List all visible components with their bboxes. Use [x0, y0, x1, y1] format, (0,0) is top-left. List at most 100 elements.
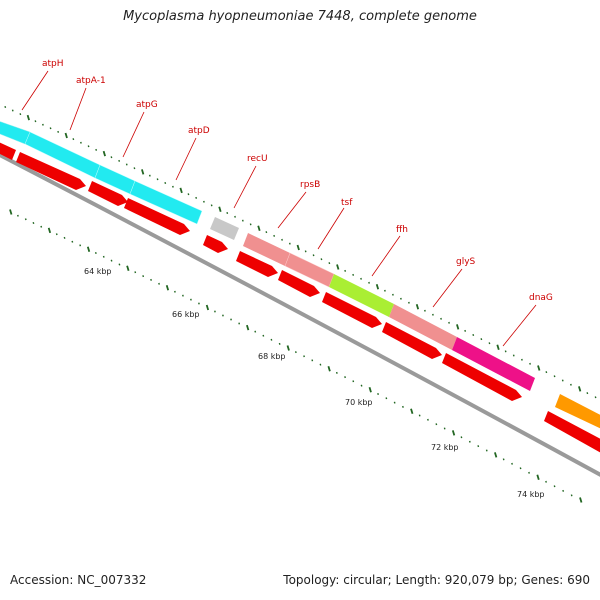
- tick-mark: [150, 278, 152, 281]
- gene-bar-atpD[interactable]: [129, 180, 203, 225]
- tick-mark: [195, 196, 198, 199]
- tick-mark: [451, 430, 456, 436]
- tick-mark: [562, 489, 565, 492]
- tick-mark: [49, 127, 52, 130]
- tick-mark: [254, 330, 257, 333]
- tick-mark: [80, 141, 82, 144]
- tick-mark: [72, 138, 75, 141]
- topology-text: Topology: circular; Length: 920,079 bp; …: [283, 573, 590, 587]
- tick-mark: [179, 187, 183, 194]
- tick-mark: [174, 290, 176, 293]
- tick-mark: [205, 304, 210, 311]
- cds-track: [0, 138, 600, 458]
- cds-arrow[interactable]: [442, 353, 522, 401]
- tick-mark: [294, 351, 297, 354]
- gene-bar-glyS[interactable]: [389, 304, 457, 350]
- tick-mark: [377, 392, 379, 396]
- cds-arrow[interactable]: [382, 322, 442, 359]
- tick-mark: [172, 185, 174, 188]
- tick-mark: [165, 285, 170, 291]
- tick-mark: [456, 324, 460, 330]
- tick-mark: [311, 359, 314, 362]
- tick-mark: [19, 113, 22, 116]
- tick-mark: [480, 338, 483, 341]
- tick-mark: [468, 440, 471, 443]
- tick-mark: [360, 277, 362, 280]
- tick-mark: [110, 259, 113, 262]
- tick-mark: [187, 193, 190, 196]
- tick-mark: [303, 355, 305, 358]
- tick-mark: [344, 376, 346, 379]
- tick-mark: [273, 234, 276, 237]
- callout-line-atpA: [69, 87, 87, 131]
- tick-mark: [249, 223, 252, 226]
- tick-mark: [142, 275, 145, 278]
- tick-mark: [327, 365, 331, 372]
- tick-mark: [262, 334, 265, 337]
- tick-mark: [519, 467, 522, 470]
- cds-arrow[interactable]: [16, 152, 86, 190]
- tick-mark: [352, 380, 355, 383]
- tick-mark: [553, 485, 556, 488]
- gene-label-recU: recU: [247, 154, 268, 164]
- kbp-label: 72 kbp: [431, 443, 459, 452]
- gene-bar-rpsB[interactable]: [243, 233, 290, 266]
- cds-arrow[interactable]: [124, 198, 190, 235]
- gene-bar-ffh[interactable]: [329, 274, 394, 317]
- tick-mark: [472, 333, 475, 337]
- gene-callouts: [21, 70, 537, 347]
- cds-arrow[interactable]: [88, 181, 128, 206]
- tick-mark: [553, 375, 556, 378]
- tick-mark: [594, 396, 597, 399]
- gene-bar-recU[interactable]: [210, 217, 239, 240]
- tick-mark: [435, 423, 438, 426]
- tick-mark: [118, 159, 121, 162]
- tick-mark: [464, 329, 467, 332]
- cds-arrow[interactable]: [544, 411, 600, 458]
- tick-mark: [319, 363, 322, 366]
- cds-arrow[interactable]: [322, 292, 382, 328]
- tick-mark: [230, 318, 232, 321]
- tick-mark: [238, 322, 241, 325]
- tick-mark: [95, 148, 98, 151]
- tick-mark: [511, 462, 513, 465]
- tick-mark: [528, 471, 530, 474]
- tick-mark: [24, 218, 27, 221]
- tick-mark: [270, 338, 273, 341]
- tick-mark: [286, 345, 290, 351]
- tick-mark: [408, 301, 410, 304]
- tick-mark: [63, 236, 66, 239]
- gene-label-ffh: ffh: [396, 225, 408, 235]
- tick-mark: [410, 408, 414, 414]
- accession-text: Accession: NC_007332: [10, 573, 147, 587]
- callout-line-glyS: [432, 268, 463, 308]
- tick-mark: [34, 120, 37, 123]
- gene-bar-atpH[interactable]: [0, 118, 31, 145]
- tick-mark: [432, 313, 434, 316]
- tick-mark: [488, 342, 491, 345]
- tick-mark: [460, 436, 463, 439]
- tick-mark: [133, 167, 136, 170]
- tick-mark: [368, 281, 370, 284]
- tick-mark: [102, 255, 105, 258]
- tick-mark: [586, 392, 589, 395]
- tick-mark: [118, 263, 121, 266]
- cds-arrow[interactable]: [236, 251, 278, 277]
- tick-mark: [385, 397, 388, 400]
- tick-mark: [312, 254, 315, 257]
- gene-bar-dnaG[interactable]: [452, 337, 535, 391]
- cds-arrow[interactable]: [203, 235, 228, 253]
- tick-mark: [477, 445, 480, 448]
- cds-arrow[interactable]: [0, 138, 16, 160]
- tick-mark: [536, 474, 540, 481]
- tick-mark: [402, 405, 404, 408]
- gene-label-dnaG: dnaG: [529, 293, 553, 303]
- tick-mark: [570, 383, 572, 386]
- tick-mark: [485, 449, 488, 452]
- tick-mark: [234, 215, 236, 218]
- tick-mark: [110, 156, 113, 159]
- gene-bar-next[interactable]: [555, 394, 600, 433]
- tick-mark: [494, 452, 498, 458]
- cds-arrow[interactable]: [278, 270, 320, 297]
- tick-mark: [296, 244, 300, 251]
